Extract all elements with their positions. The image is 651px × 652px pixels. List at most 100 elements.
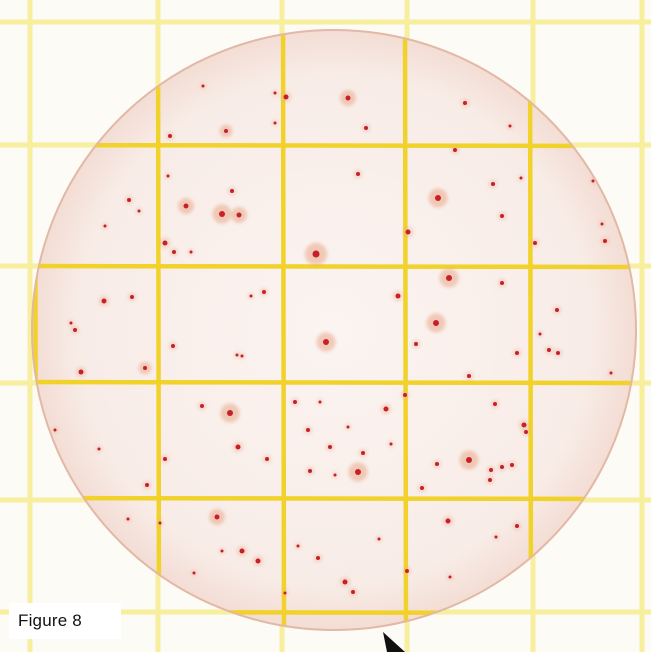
colony	[199, 82, 207, 90]
colony	[392, 290, 404, 302]
colony	[98, 295, 110, 307]
colony	[512, 521, 522, 531]
colony	[507, 460, 517, 470]
colony	[387, 440, 395, 448]
colony	[127, 292, 137, 302]
colony	[67, 319, 75, 327]
colony	[411, 339, 421, 349]
colony	[75, 366, 87, 378]
colony	[220, 403, 240, 423]
counting-grid-vertical-line	[280, 30, 287, 630]
colony	[598, 220, 606, 228]
colony	[340, 90, 356, 106]
colony	[497, 462, 507, 472]
colony	[218, 547, 226, 555]
colony	[553, 348, 563, 358]
colony	[259, 287, 269, 297]
colony	[517, 174, 525, 182]
colony	[281, 589, 289, 597]
colony	[486, 465, 496, 475]
colony	[169, 247, 179, 257]
colony	[168, 341, 178, 351]
colony	[51, 426, 59, 434]
colony	[233, 351, 241, 359]
arrow-pointer-icon	[383, 632, 405, 652]
colony	[178, 198, 194, 214]
colony	[316, 398, 324, 406]
colony	[227, 186, 237, 196]
colony	[358, 448, 368, 458]
colony	[197, 401, 207, 411]
colony	[375, 535, 383, 543]
colony	[238, 352, 246, 360]
colony	[190, 569, 198, 577]
colony	[536, 330, 544, 338]
colony	[439, 268, 459, 288]
colony	[331, 471, 339, 479]
colony	[164, 172, 172, 180]
colony	[252, 555, 264, 567]
colony	[353, 169, 363, 179]
colony	[361, 123, 371, 133]
colony	[231, 207, 247, 223]
colony	[400, 390, 410, 400]
counting-grid-horizontal-line	[32, 263, 636, 270]
colony	[497, 278, 507, 288]
colony	[187, 248, 195, 256]
colony	[232, 441, 244, 453]
counting-grid-horizontal-line	[32, 495, 636, 502]
colony	[159, 237, 171, 249]
colony	[600, 236, 610, 246]
colony	[142, 480, 152, 490]
colony	[464, 371, 474, 381]
plate-disc	[32, 30, 636, 630]
colonies	[51, 82, 615, 597]
colony	[135, 207, 143, 215]
colony	[247, 292, 255, 300]
colony	[552, 305, 562, 315]
counting-grid-horizontal-line	[32, 379, 636, 386]
colony	[506, 122, 514, 130]
colony	[459, 450, 479, 470]
colony	[490, 399, 500, 409]
colony	[417, 483, 427, 493]
colony	[165, 131, 175, 141]
colony	[316, 332, 336, 352]
colony	[219, 124, 233, 138]
colony	[488, 179, 498, 189]
counting-grid-vertical-line	[402, 30, 409, 630]
colony	[530, 238, 540, 248]
colony	[325, 442, 335, 452]
colony	[138, 361, 152, 375]
colony	[160, 454, 170, 464]
colony	[305, 466, 315, 476]
colony	[348, 462, 368, 482]
colony	[290, 397, 300, 407]
colony	[271, 89, 279, 97]
colony	[432, 459, 442, 469]
plate-rim	[31, 29, 637, 631]
colony	[426, 313, 446, 333]
colony	[339, 576, 351, 588]
colony	[209, 509, 225, 525]
colony	[450, 145, 460, 155]
colony	[236, 545, 248, 557]
colony	[101, 222, 109, 230]
colony	[313, 553, 323, 563]
colony	[304, 242, 328, 266]
colony	[492, 533, 500, 541]
counting-grid-horizontal-line	[32, 142, 636, 149]
colony	[402, 226, 414, 238]
colony	[380, 403, 392, 415]
counting-grid-vertical-line	[155, 30, 162, 630]
colony	[156, 519, 164, 527]
colony	[497, 211, 507, 221]
colony	[446, 573, 454, 581]
colony	[442, 515, 454, 527]
colony	[460, 98, 470, 108]
colony	[262, 454, 272, 464]
colony	[607, 369, 615, 377]
